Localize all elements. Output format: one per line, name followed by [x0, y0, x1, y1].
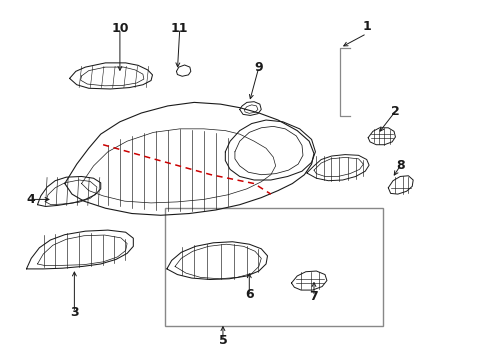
Text: 1: 1 — [362, 20, 370, 33]
Text: 6: 6 — [244, 288, 253, 301]
Text: 8: 8 — [395, 159, 404, 172]
Text: 7: 7 — [309, 290, 318, 303]
Text: 5: 5 — [218, 334, 227, 347]
Text: 10: 10 — [111, 22, 128, 35]
Text: 3: 3 — [70, 306, 79, 319]
Text: 2: 2 — [390, 105, 399, 118]
Text: 4: 4 — [27, 193, 36, 206]
Text: 9: 9 — [254, 60, 263, 73]
Text: 11: 11 — [171, 22, 188, 35]
Bar — [165, 208, 383, 327]
